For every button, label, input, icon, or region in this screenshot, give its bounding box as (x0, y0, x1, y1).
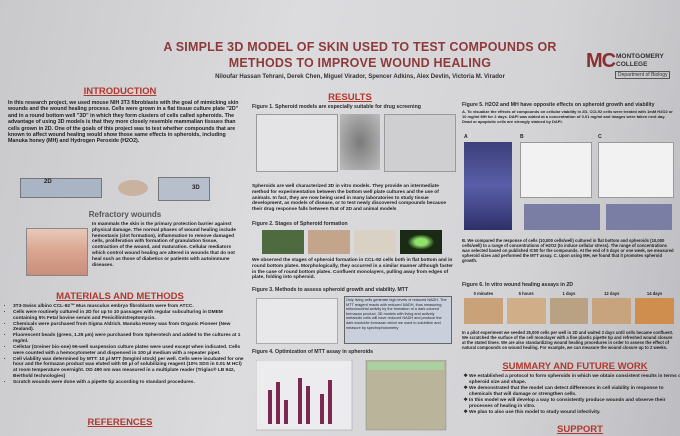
section-heading: SUPPORT (557, 424, 603, 435)
figure-caption: Figure 4. Optimization of MTT assay in s… (252, 349, 374, 355)
summary-item: We plan to also use this model to study … (469, 410, 680, 416)
methods-item: Chemicals were purchased from Sigma Aldr… (13, 322, 247, 333)
figure-caption: Figure 5. H2O2 and MH have opposite effe… (462, 102, 655, 108)
figure-caption: Figure 2. Stages of Spheroid formation (252, 221, 348, 227)
section-heading: MATERIALS AND METHODS (56, 291, 184, 302)
figure-image (592, 298, 632, 324)
figure-image (256, 360, 447, 431)
methods-item: Scratch wounds were done with a pipette … (13, 380, 247, 386)
plate-image (365, 360, 447, 431)
figure-image (549, 298, 589, 324)
figure-caption: Figure 6. In vitro wound healing assays … (462, 282, 573, 288)
figure-caption: Figure 3. Methods to assess spheroid gro… (252, 287, 409, 293)
figure-image (506, 298, 546, 324)
fig5-sub: A. To visualize the effects of compounds… (462, 109, 673, 124)
logo-name: MONTGOMERY (616, 53, 664, 60)
figure-image (384, 114, 456, 172)
panel-label: 14 days (646, 291, 663, 296)
figure-image (464, 142, 512, 230)
logo: MC MONTGOMERY COLLEGE Department of Biol… (586, 50, 674, 86)
methods-item: Fluorescent beads (green, 1.35 μm) were … (13, 333, 247, 344)
logo-dept: Department of Biology (615, 71, 671, 79)
skin-diagram (26, 228, 88, 276)
authors: Niloufar Hassan Tehrani, Derek Chen, Mig… (215, 74, 505, 80)
intro-text: In this research project, we used mouse … (8, 100, 239, 145)
methods-item: Cell viability was determined by MTT: 10… (13, 357, 247, 379)
figure-table (524, 204, 600, 230)
refractory-text: In mammals the skin is the primary prote… (92, 222, 236, 268)
logo-mark: MC (586, 50, 616, 72)
logo-name: COLLEGE (616, 61, 648, 68)
summary-item: We demonstrated that the model can detec… (469, 386, 680, 398)
figure-label: 3D (192, 185, 200, 191)
chart-bars (268, 378, 332, 424)
figure-label: 2D (44, 179, 52, 185)
figure-image (635, 298, 674, 324)
figure-table (606, 204, 672, 230)
figure-image (340, 114, 380, 170)
plate-label (368, 362, 444, 370)
section-heading: RESULTS (328, 92, 372, 103)
figure-3d (158, 177, 210, 201)
mtt-diagram (256, 298, 338, 344)
spheroid-image (118, 180, 148, 196)
summary-item: We established a protocol to form sphero… (469, 374, 680, 386)
panel-label: B (520, 134, 524, 140)
fig6-text: In a pilot experiment we seeded 25,000 c… (462, 330, 674, 350)
figure-image (520, 142, 592, 198)
summary-item: In this model we will develop a way to c… (469, 398, 680, 410)
title-line: METHODS TO IMPROVE WOUND HEALING (228, 56, 492, 70)
figure-2d (20, 178, 102, 198)
figure-image (262, 230, 304, 254)
figure-image (256, 114, 338, 172)
panel-label: A (464, 134, 468, 140)
fig6-panels: 0 minutes 5 hours 1 days 12 days 14 days (462, 291, 676, 327)
title-line: A SIMPLE 3D MODEL OF SKIN USED TO TEST C… (163, 40, 557, 54)
panel-label: C (598, 134, 602, 140)
section-heading: INTRODUCTION (83, 86, 157, 97)
methods-list: 3T3-Swiss albino CCL-92™ Mus musculus em… (6, 304, 247, 386)
summary-list: We established a protocol to form sphero… (462, 374, 680, 417)
fig5-text: B. We compared the response of cells (10… (462, 238, 674, 263)
fig1-text: Spheroids are well characterized 3D in v… (252, 184, 447, 213)
figure-image (400, 230, 442, 254)
section-subheading: Refractory wounds (88, 210, 162, 219)
panel-label: 0 minutes (473, 291, 494, 296)
fig5-panels: A B C (462, 134, 676, 234)
figure-image (598, 142, 674, 198)
fig2-text: We observed the stages of spheroid forma… (252, 258, 453, 281)
mtt-box: Only living cells generate high levels o… (344, 296, 452, 344)
figure-image (354, 230, 396, 254)
methods-item: Cells were routinely cultured in 2D for … (13, 310, 247, 321)
section-heading: SUMMARY AND FUTURE WORK (502, 361, 648, 372)
figure-image (464, 298, 503, 324)
methods-item: 3T3-Swiss albino CCL-92™ Mus musculus em… (13, 304, 247, 310)
section-heading: REFERENCES (87, 417, 153, 428)
panel-label: 5 hours (518, 291, 534, 296)
panel-label: 12 days (604, 291, 620, 296)
figure-caption: Figure 1. Spheroid models are especially… (252, 104, 421, 110)
figure-image (308, 230, 350, 254)
panel-label: 1 days (562, 291, 576, 296)
methods-item: Cellstar (Greiner bio-one) 96-well suspe… (13, 345, 247, 356)
